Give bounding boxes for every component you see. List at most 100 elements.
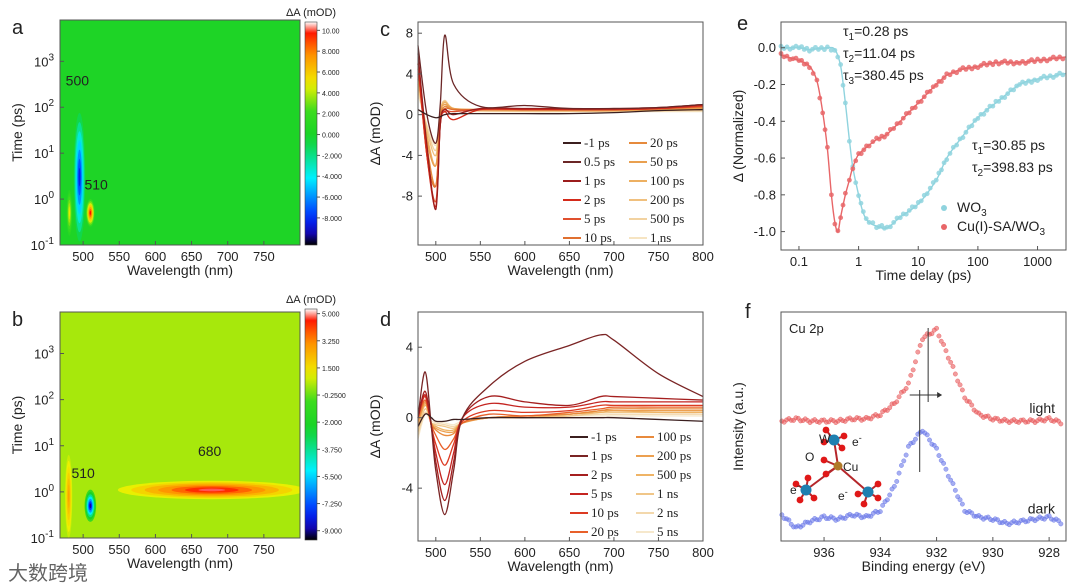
x-tick-label: 500 (72, 249, 94, 264)
x-tick-label: 600 (514, 249, 536, 264)
data-point (804, 61, 810, 67)
colorbar-tick-label: 8.000 (322, 49, 340, 56)
data-point (897, 215, 903, 221)
data-point (963, 129, 969, 135)
data-point (906, 208, 912, 213)
legend-label: 5 ns (657, 524, 678, 539)
heatmap-feature (68, 209, 70, 217)
y-tick-label: 103 (34, 52, 54, 69)
data-point (814, 77, 820, 83)
data-point (938, 338, 944, 344)
legend-item: 5 ns (636, 524, 678, 539)
data-point (832, 47, 838, 53)
y-tick-label: 103 (34, 345, 54, 362)
legend-label: 2 ps (591, 467, 612, 482)
legend-item: 5 ps (570, 486, 612, 501)
y-tick-label: 102 (34, 391, 54, 408)
legend-item: 500 ps (636, 467, 691, 482)
data-point (825, 44, 830, 50)
panel-label-f: f (745, 301, 751, 323)
x-tick-label: 750 (253, 542, 275, 557)
x-tick-label: 800 (692, 249, 714, 264)
panel-label-c: c (380, 19, 390, 41)
data-point (863, 216, 869, 222)
data-point (853, 180, 859, 186)
legend-item: 10 ps (563, 230, 612, 245)
legend-item: 2 ns (636, 505, 678, 520)
data-point (786, 517, 792, 523)
data-point (948, 359, 954, 365)
y-tick-label: 10-1 (31, 529, 55, 546)
x-tick-label: 500 (72, 542, 94, 557)
data-point (884, 497, 890, 503)
data-point (927, 437, 932, 443)
y-tick-label: 0.0 (758, 40, 776, 55)
data-point (829, 192, 834, 198)
oxygen-atom-icon (822, 470, 830, 478)
oxygen-atom-icon (796, 496, 804, 504)
data-point (969, 510, 975, 516)
copper-atom-icon (833, 461, 843, 471)
data-point (954, 142, 960, 148)
legend-item: 0.5 ps (563, 154, 615, 169)
legend-item: 20 ps (629, 135, 678, 150)
legend-label: 5 ps (591, 486, 612, 501)
data-point (817, 95, 823, 101)
x-axis-label: Wavelength (nm) (127, 555, 233, 571)
colorbar-tick-label: -6.000 (322, 195, 342, 202)
data-point (853, 158, 859, 164)
data-point (918, 198, 924, 204)
data-point (799, 57, 804, 63)
legend-label: 500 ps (650, 211, 684, 226)
data-point (840, 82, 846, 88)
data-point (1058, 521, 1064, 527)
y-tick-label: 8 (406, 26, 413, 41)
y-tick-label: 101 (34, 144, 54, 161)
bond (837, 465, 869, 493)
data-point (891, 483, 897, 489)
peak-annotation: 510 (84, 177, 108, 193)
legend-label: Cu(I)-SA/WO3 (957, 218, 1045, 238)
plot-frame (59, 19, 301, 246)
data-point (838, 62, 844, 67)
data-point (880, 502, 886, 508)
data-point (912, 105, 918, 110)
y-tick-label: -0.4 (754, 114, 776, 129)
data-point (840, 202, 846, 208)
colorbar-tick-label: -2.000 (322, 153, 342, 160)
label-cu: Cu (843, 460, 858, 474)
peak-annotation: 510 (71, 465, 95, 481)
data-point (959, 387, 965, 393)
y-axis-label: ΔA (mOD) (367, 395, 383, 459)
x-axis-label: Wavelength (nm) (507, 558, 613, 574)
data-point (936, 333, 942, 339)
data-point (924, 191, 930, 197)
plot-frame (417, 311, 704, 542)
data-point (903, 211, 909, 217)
data-point (832, 221, 838, 227)
data-point (1056, 518, 1061, 524)
panel-label-d: d (380, 309, 391, 331)
fit-parameter: τ3=380.45 ps (843, 67, 924, 87)
colorbar-tick-label: 5.000 (322, 312, 340, 319)
legend-label: 5 ps (584, 211, 605, 226)
oxygen-atom-icon (820, 438, 828, 446)
data-point (950, 481, 956, 486)
legend-item: 5 ps (563, 211, 605, 226)
oxygen-atom-icon (838, 444, 846, 452)
data-point (877, 413, 883, 419)
data-point (870, 220, 876, 226)
fit-parameter: τ1=30.85 ps (972, 137, 1045, 157)
label-electron: e- (790, 481, 800, 497)
data-point (807, 65, 812, 71)
tungsten-atom-icon (862, 486, 874, 498)
oxygen-atom-icon (874, 480, 882, 488)
data-point (941, 460, 947, 466)
legend-label: 2 ps (584, 192, 605, 207)
data-point (835, 54, 841, 60)
x-tick-label: 500 (425, 249, 447, 264)
data-point (860, 209, 866, 215)
data-point (947, 72, 953, 78)
x-tick-label: 750 (648, 545, 670, 560)
data-point (858, 151, 864, 157)
